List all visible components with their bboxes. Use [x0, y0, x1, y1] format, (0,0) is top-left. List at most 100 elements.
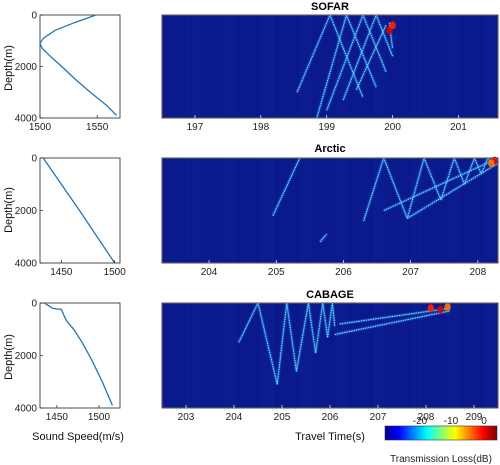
tl-panel-sofar: 197 198 199 200 201 [161, 14, 499, 133]
tl-panel-cabage: 203 204 205 206 207 208 209 [161, 302, 499, 423]
arrival-path [362, 14, 387, 72]
loss-hotspot [444, 302, 451, 311]
x-tick-label: 207 [402, 267, 419, 278]
heatmap-background [162, 158, 498, 263]
arrival-path [327, 302, 333, 338]
arrival-path [322, 302, 329, 338]
y-tick-label: 0 [31, 299, 37, 310]
arrival-glow [453, 157, 466, 185]
arrival-path [440, 157, 455, 201]
arrival-path [406, 157, 425, 219]
arrival-path [296, 14, 331, 93]
sound-speed-line [42, 157, 116, 264]
title-sofar: SOFAR [311, 1, 349, 13]
x-tick-label: 1450 [50, 267, 73, 278]
colorbar-tick-2: -10 [444, 416, 459, 427]
arrival-glow [355, 24, 387, 91]
heatmap-inner-frame [162, 158, 498, 263]
x-tick-label: 1550 [86, 122, 109, 133]
colorbar-tick-1: -20 [413, 416, 428, 427]
x-tick-label: 206 [335, 267, 352, 278]
arrival-path [319, 233, 327, 243]
x-tick-label: 208 [469, 267, 486, 278]
arrival-path [272, 157, 301, 216]
x-tick-label: 199 [318, 122, 335, 133]
arrival-path [295, 302, 309, 372]
arrival-path [388, 22, 394, 49]
title-arctic: Arctic [314, 143, 345, 155]
arrival-path [383, 157, 499, 211]
arrival-path [276, 302, 288, 385]
y-tick-label: 2000 [15, 351, 38, 362]
x-tick-label: 204 [226, 412, 243, 423]
arrival-path [407, 162, 499, 219]
depth-label-3: Depth(m) [3, 334, 15, 380]
arrival-glow [362, 157, 385, 222]
y-tick-label: 0 [31, 11, 37, 22]
arrival-path [346, 14, 377, 88]
travel-time-label: Travel Time(s) [295, 431, 365, 443]
loss-hotspot [427, 304, 434, 313]
y-tick-label: 4000 [15, 259, 38, 270]
arrival-path [334, 310, 451, 335]
colorbar-gradient [384, 425, 498, 441]
x-tick-label: 205 [268, 267, 285, 278]
arrival-path [331, 302, 336, 327]
arrival-path [315, 302, 324, 353]
x-tick-label: 206 [322, 412, 339, 423]
x-tick-label: 201 [450, 122, 467, 133]
profile-frame [39, 14, 121, 119]
sound-speed-label: Sound Speed(m/s) [32, 431, 124, 443]
tl-panel-arctic: 204 205 206 207 208 [161, 156, 499, 278]
title-cabage: CABAGE [306, 289, 354, 301]
arrival-path [339, 307, 451, 325]
depth-label-1: Depth(m) [3, 45, 15, 91]
y-tick-label: 2000 [15, 206, 38, 217]
x-tick-label: 1500 [88, 412, 111, 423]
arrival-path [423, 157, 442, 201]
x-tick-label: 208 [418, 412, 435, 423]
heatmap-frame [161, 14, 499, 119]
colorbar: -20 -10 0 Transmission Loss(dB) [384, 416, 498, 465]
depth-label-2: Depth(m) [3, 187, 15, 233]
x-tick-label: 207 [370, 412, 387, 423]
x-tick-label: 209 [466, 412, 483, 423]
arrival-path [238, 302, 259, 343]
arrival-path [286, 302, 297, 372]
profile-frame [39, 302, 121, 409]
arrival-path [257, 302, 278, 385]
sound-speed-line [39, 14, 118, 116]
x-tick-label: 197 [187, 122, 204, 133]
x-tick-label: 200 [384, 122, 401, 133]
colorbar-label: Transmission Loss(dB) [390, 454, 492, 465]
arrival-path [342, 14, 377, 101]
y-tick-label: 0 [31, 154, 37, 165]
arrival-path [375, 14, 394, 57]
profile-panel-3: 0 2000 4000 1450 1500 [15, 299, 121, 423]
x-tick-label: 203 [178, 412, 195, 423]
arrival-path [329, 14, 364, 98]
heatmap-inner-frame [162, 15, 498, 118]
y-tick-label: 4000 [15, 404, 38, 415]
y-tick-label: 4000 [15, 114, 38, 125]
x-tick-label: 1450 [46, 412, 69, 423]
arrival-path [316, 14, 347, 119]
x-tick-label: 204 [201, 267, 218, 278]
colorbar-tick-3: 0 [481, 416, 487, 427]
x-tick-label: 1500 [104, 267, 127, 278]
sound-speed-line [43, 302, 113, 406]
x-tick-label: 1500 [29, 122, 52, 133]
x-tick-label: 205 [274, 412, 291, 423]
x-tick-label: 198 [252, 122, 269, 133]
loss-hotspot [389, 21, 396, 30]
heatmap-frame [161, 157, 499, 264]
arrival-path [474, 157, 482, 174]
arrival-path [383, 157, 408, 219]
y-tick-label: 2000 [15, 62, 38, 73]
arrival-path [307, 302, 317, 353]
arrival-path [480, 157, 489, 174]
arrival-path [326, 14, 364, 111]
loss-hotspot [437, 305, 444, 314]
